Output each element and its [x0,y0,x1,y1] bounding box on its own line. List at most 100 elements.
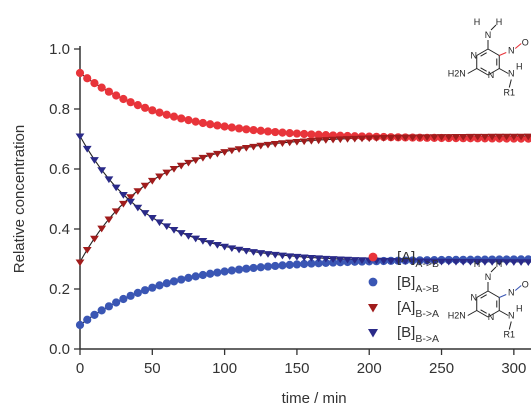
data-point [364,135,374,143]
atom-label: H [496,17,503,27]
data-point [523,259,531,266]
data-point [451,134,461,141]
data-point [191,272,200,281]
data-point [126,194,136,201]
data-point [444,258,454,266]
data-point [437,258,446,266]
bond [499,293,507,299]
data-point [75,133,85,141]
data-point [372,135,381,142]
data-point [270,251,280,259]
atom-label: R1 [504,88,516,98]
atom-label: H2N [448,69,466,79]
atom-label: N [508,69,515,79]
data-point [473,133,483,141]
data-point [198,154,208,162]
data-point [335,256,345,264]
data-point [249,263,258,273]
data-point [83,74,92,83]
data-point [292,253,302,261]
data-point [241,247,251,255]
data-point [155,281,164,290]
data-point [300,259,309,269]
data-point [162,279,171,288]
data-point [400,134,410,142]
data-point [263,262,273,271]
data-point [270,141,280,148]
data-point [249,125,258,135]
bond [508,321,512,330]
data-point [227,123,236,132]
data-point [234,265,244,274]
fit-line-3 [79,135,529,263]
data-point [198,238,208,245]
data-point [147,215,157,222]
data-point [509,259,519,266]
atom-label: N [488,70,495,80]
data-point [227,266,236,275]
data-point [516,259,526,266]
data-point [75,68,85,78]
atom-label: H [516,62,523,72]
data-point [213,121,222,130]
bond [514,285,522,291]
data-point [271,261,280,271]
data-point [278,140,287,147]
data-point [111,184,121,192]
atom-label: N [470,51,477,61]
data-point [307,259,316,268]
data-point [104,176,114,184]
data-point [155,219,164,227]
data-point [126,291,135,300]
data-point [90,310,99,319]
data-point [314,130,323,139]
data-point [314,255,324,263]
bond [508,79,512,88]
data-point [278,261,287,270]
data-point [256,126,265,135]
legend-label: [A]A->B [397,249,439,270]
data-point [263,127,273,136]
data-point [386,134,396,142]
legend-label: [B]A->B [397,274,439,295]
data-point [415,134,425,142]
data-point [220,243,230,251]
data-point [400,258,410,265]
data-point [177,275,186,284]
x-tick-label: 50 [144,360,161,377]
data-point [169,112,179,121]
data-point [249,143,258,151]
data-point [119,94,128,104]
data-point [306,137,316,145]
data-point [285,260,294,269]
legend-marker [368,277,378,287]
data-point [169,226,179,234]
data-point [212,150,222,158]
data-point [126,98,135,107]
data-point [162,223,172,231]
bond [476,310,489,318]
data-point [487,259,497,266]
data-point [437,134,446,141]
fit-line-2 [79,135,529,263]
axes: 0.0 0.2 0.4 0.6 0.8 1.0 0 50 100 150 200 250 300 [49,41,531,377]
data-point [104,87,114,96]
data-point [112,91,121,100]
data-point [357,135,367,143]
y-tick-label: 0.4 [49,221,70,238]
data-point [509,133,519,141]
data-point [328,256,338,263]
data-point [198,270,208,280]
data-point [321,258,330,267]
bond [480,309,487,314]
y-tick-label: 0.8 [49,101,70,118]
data-point [408,134,418,142]
data-point [466,259,475,266]
bond [499,51,507,57]
data-point [415,258,425,266]
legend-label: [A]B->A [397,299,439,320]
data-point [140,286,150,295]
atom-label: N [508,46,515,56]
data-point [82,247,92,254]
